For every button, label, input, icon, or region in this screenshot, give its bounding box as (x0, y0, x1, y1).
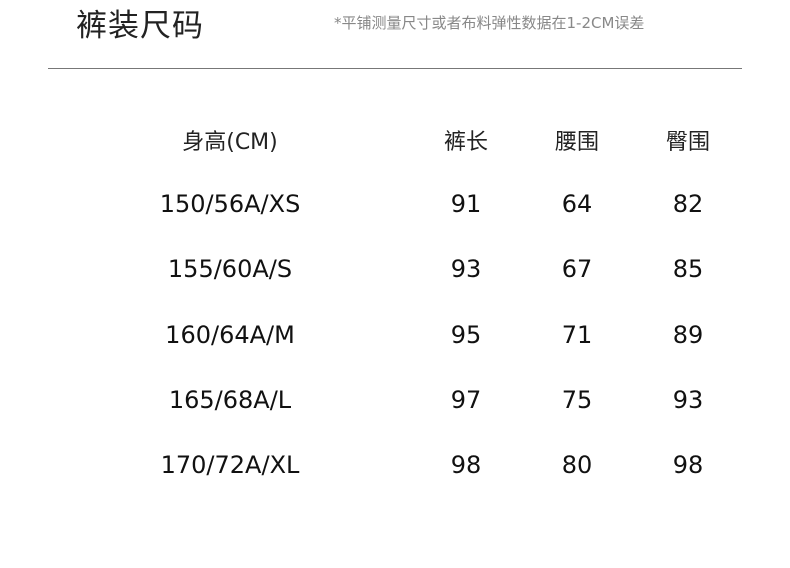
cell-hip: 93 (672, 385, 704, 414)
cell-waist: 80 (561, 451, 593, 480)
header-height: 身高(CM) (182, 130, 278, 155)
table-row: 155/60A/S 93 67 85 (0, 255, 790, 295)
cell-hip: 85 (672, 255, 704, 284)
cell-size: 160/64A/M (165, 320, 295, 349)
divider (48, 68, 742, 69)
measurement-note: *平铺测量尺寸或者布料弹性数据在1-2CM误差 (334, 14, 645, 32)
cell-length: 95 (450, 320, 482, 349)
cell-length: 93 (450, 255, 482, 284)
cell-size: 165/68A/L (168, 385, 292, 414)
cell-length: 97 (450, 385, 482, 414)
cell-hip: 98 (672, 451, 704, 480)
cell-length: 98 (450, 451, 482, 480)
table-row: 165/68A/L 97 75 93 (0, 386, 790, 426)
table-row: 170/72A/XL 98 80 98 (0, 451, 790, 491)
cell-waist: 64 (561, 190, 593, 218)
cell-size: 170/72A/XL (160, 451, 300, 480)
header-length: 裤长 (443, 130, 489, 155)
table-header: 身高(CM) 裤长 腰围 臀围 (0, 124, 790, 164)
cell-size: 150/56A/XS (159, 190, 301, 218)
cell-waist: 67 (561, 255, 593, 284)
page-title: 裤装尺码 (76, 8, 204, 44)
cell-hip: 89 (672, 320, 704, 349)
header-waist: 腰围 (554, 130, 600, 155)
table-row: 150/56A/XS 91 64 82 (0, 190, 790, 230)
header-hip: 臀围 (665, 130, 711, 155)
cell-hip: 82 (672, 190, 704, 218)
cell-waist: 71 (561, 320, 593, 349)
cell-waist: 75 (561, 385, 593, 414)
table-row: 160/64A/M 95 71 89 (0, 321, 790, 361)
cell-size: 155/60A/S (167, 255, 293, 284)
cell-length: 91 (450, 190, 482, 218)
